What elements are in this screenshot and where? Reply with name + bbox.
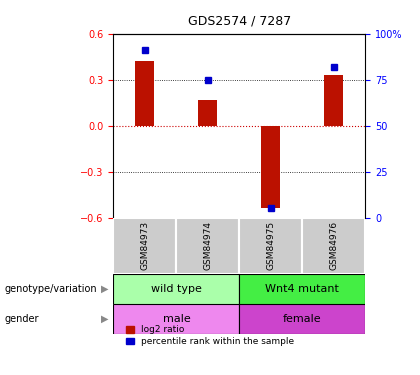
Bar <box>136 62 155 126</box>
Text: GDS2574 / 7287: GDS2574 / 7287 <box>188 15 291 28</box>
Bar <box>113 274 239 304</box>
Bar <box>113 304 239 334</box>
Text: female: female <box>283 314 322 324</box>
Text: wild type: wild type <box>151 284 202 294</box>
Bar <box>239 274 365 304</box>
Bar <box>302 217 365 274</box>
Text: gender: gender <box>4 314 39 324</box>
Text: GSM84975: GSM84975 <box>266 221 276 270</box>
Text: genotype/variation: genotype/variation <box>4 284 97 294</box>
Bar <box>176 217 239 274</box>
Text: GSM84973: GSM84973 <box>140 221 150 270</box>
Legend: log2 ratio, percentile rank within the sample: log2 ratio, percentile rank within the s… <box>126 326 294 346</box>
Bar <box>239 217 302 274</box>
Bar <box>261 126 281 209</box>
Text: ▶: ▶ <box>101 284 109 294</box>
Bar <box>113 217 176 274</box>
Text: Wnt4 mutant: Wnt4 mutant <box>265 284 339 294</box>
Text: male: male <box>163 314 190 324</box>
Text: GSM84974: GSM84974 <box>203 221 213 270</box>
Text: ▶: ▶ <box>101 314 109 324</box>
Bar <box>199 100 218 126</box>
Text: GSM84976: GSM84976 <box>329 221 339 270</box>
Bar <box>325 75 344 126</box>
Bar <box>239 304 365 334</box>
